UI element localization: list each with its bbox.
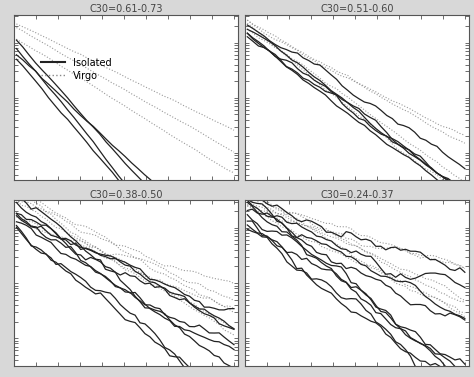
Title: C30=0.61-0.73: C30=0.61-0.73 <box>90 4 163 14</box>
Title: C30=0.51-0.60: C30=0.51-0.60 <box>320 4 394 14</box>
Title: C30=0.38-0.50: C30=0.38-0.50 <box>90 190 163 199</box>
Title: C30=0.24-0.37: C30=0.24-0.37 <box>320 190 394 199</box>
Legend: Isolated, Virgo: Isolated, Virgo <box>37 54 116 85</box>
